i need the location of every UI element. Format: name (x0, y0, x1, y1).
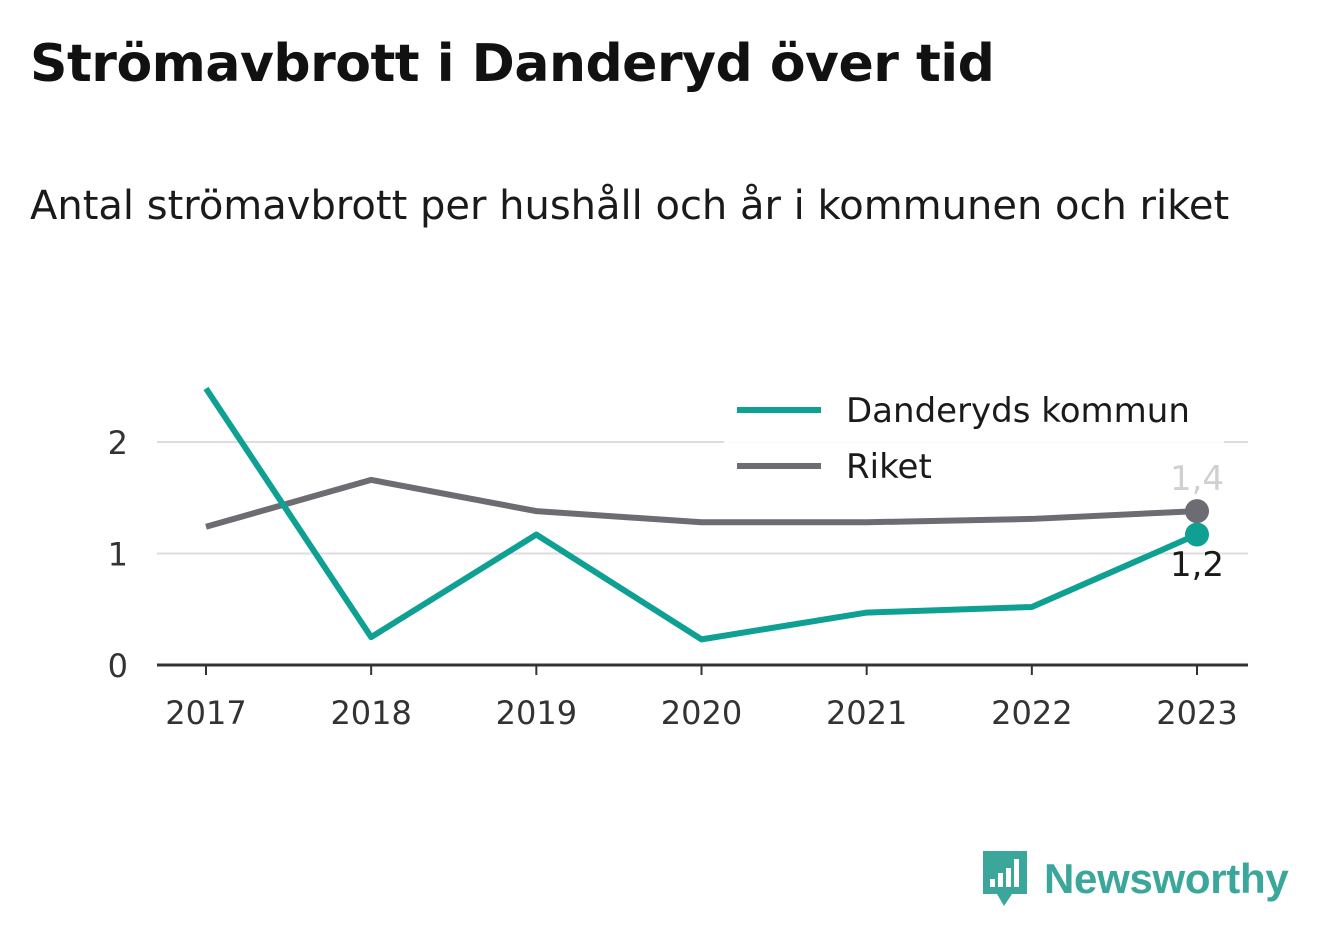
brand-name: Newsworthy (1044, 855, 1289, 902)
end-labels: 1,4 1,2 (1170, 459, 1224, 585)
chart-title: Strömavbrott i Danderyd över tid (30, 34, 995, 94)
axes: 0 1 2 2017 2018 2019 2020 2021 2022 2023 (108, 424, 1248, 732)
y-tick-label: 1 (108, 536, 128, 574)
series-line-danderyds-kommun (203, 386, 1199, 643)
end-label-danderyds-kommun: 1,2 (1170, 545, 1224, 585)
x-tick-label: 2018 (330, 694, 411, 732)
series-line-riket (205, 476, 1198, 530)
newsworthy-logo: Newsworthy (980, 848, 1289, 910)
legend: Danderyds kommun Riket (724, 382, 1224, 490)
series-end-point-riket (1185, 499, 1209, 524)
series-lines (203, 386, 1209, 643)
newsworthy-logo-icon (983, 851, 1027, 906)
legend-label: Riket (846, 447, 932, 487)
legend-background (724, 382, 1224, 490)
x-tick-label: 2017 (165, 694, 246, 732)
x-tick-label: 2023 (1156, 694, 1237, 732)
x-tick-label: 2021 (826, 694, 907, 732)
x-tick-label: 2022 (991, 694, 1072, 732)
y-tick-label: 0 (108, 647, 128, 685)
x-tick-label: 2019 (496, 694, 577, 732)
end-label-riket: 1,4 (1170, 459, 1224, 499)
y-tick-label: 2 (108, 424, 128, 462)
x-tick-label: 2020 (661, 694, 742, 732)
series-end-point-danderyds-kommun (1185, 522, 1209, 547)
legend-label: Danderyds kommun (846, 391, 1190, 431)
chart-subtitle: Antal strömavbrott per hushåll och år i … (30, 183, 1230, 229)
